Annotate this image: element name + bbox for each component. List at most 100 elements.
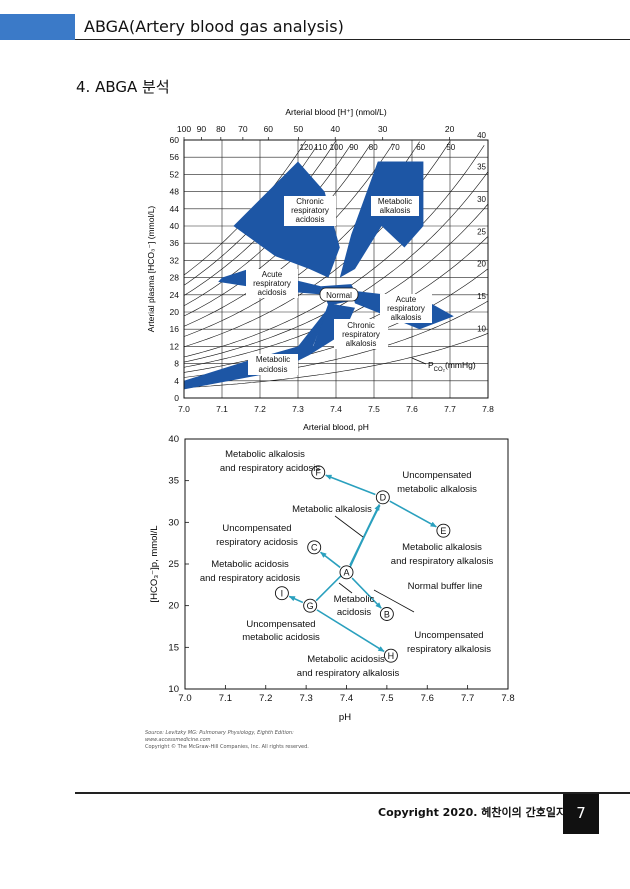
nomogram-y-tick: 12 bbox=[170, 341, 180, 351]
pco2-isopleth-label: 80 bbox=[369, 143, 378, 152]
acute-resp-acidosis-l1: Acute bbox=[262, 270, 283, 279]
nomogram-y-tick: 32 bbox=[170, 255, 180, 265]
arrow-a-to-b bbox=[351, 577, 382, 609]
metabolic-acidosis-l1: Metabolic bbox=[256, 355, 290, 364]
point-e-marker bbox=[436, 523, 451, 538]
header-rule bbox=[75, 39, 630, 40]
nomogram-y-tick: 60 bbox=[170, 135, 180, 145]
label-box-metabolic-alkalosis bbox=[371, 196, 419, 216]
nomogram-top-tick: 20 bbox=[445, 124, 455, 134]
annot-f-line1: Metabolic alkalosis bbox=[225, 449, 305, 460]
davenport-x-tick: 7.0 bbox=[178, 693, 191, 704]
pco2-axis-label: PCO₂(mmHg) bbox=[428, 360, 476, 373]
chronic-resp-alkalosis-l1: Chronic bbox=[347, 321, 375, 330]
nomogram-x-tick: 7.4 bbox=[330, 404, 342, 414]
pco2-isopleth-label: 90 bbox=[349, 143, 358, 152]
annot-macid-line2: acidosis bbox=[337, 607, 372, 618]
arrow-a-to-d-head bbox=[374, 503, 380, 511]
davenport-y-tick: 10 bbox=[168, 684, 179, 695]
annot-c-line2: respiratory acidosis bbox=[216, 537, 298, 548]
point-b-label: B bbox=[384, 609, 390, 619]
source-line-1: Source: Levitzky MG: Pulmonary Physiolog… bbox=[145, 730, 294, 736]
nomogram-top-tick: 30 bbox=[378, 124, 388, 134]
nomogram-top-title: Arterial blood [H⁺] (nmol/L) bbox=[285, 107, 386, 117]
label-box-normal bbox=[319, 287, 359, 302]
point-b-marker bbox=[379, 607, 394, 621]
nomogram-y-tick: 40 bbox=[170, 221, 180, 231]
label-box-metabolic-acidosis bbox=[248, 354, 298, 375]
nomogram-frame bbox=[183, 139, 489, 399]
chronic-resp-acidosis-l1: Chronic bbox=[296, 197, 324, 206]
point-i-label: I bbox=[281, 588, 284, 598]
davenport-y-tick: 25 bbox=[168, 559, 179, 570]
nomogram-x-tick: 7.6 bbox=[406, 404, 418, 414]
nomogram-x-tick: 7.7 bbox=[444, 404, 456, 414]
nomogram-x-tick: 7.0 bbox=[178, 404, 190, 414]
davenport-x-tick: 7.2 bbox=[259, 693, 272, 704]
pco2-label-arrow bbox=[411, 357, 427, 365]
acute-resp-acidosis-l3: acidosis bbox=[258, 288, 287, 297]
annot-b-line2: respiratory alkalosis bbox=[407, 644, 491, 655]
arrow-d-to-e-head bbox=[430, 521, 437, 528]
nomogram-top-tick: 40 bbox=[330, 124, 340, 134]
pointer-metabolic-alkalosis bbox=[334, 515, 364, 538]
nomogram-x-tick: 7.3 bbox=[292, 404, 304, 414]
davenport-x-tick: 7.4 bbox=[340, 693, 353, 704]
nomogram-y-tick: 28 bbox=[170, 273, 180, 283]
davenport-diagram: 7.0 7.1 7.2 7.3 7.4 7.5 7.6 7.7 7.8 10 15 20 25 30 35 4… bbox=[149, 434, 515, 723]
davenport-y-tick: 35 bbox=[168, 476, 179, 487]
annot-g-line1: Uncompensated bbox=[246, 619, 315, 630]
acid-base-nomogram: 7.0 7.1 7.2 7.3 7.4 7.5 7.6 7.7 7.80481216202428… bbox=[146, 107, 494, 432]
nomogram-y-title: Arterial plasma [HCO₃⁻] (mmol/L) bbox=[146, 206, 156, 333]
pco2-isopleth-label: 15 bbox=[477, 292, 486, 301]
header-accent-bar bbox=[0, 14, 75, 40]
davenport-x-tick: 7.5 bbox=[380, 693, 393, 704]
pco2-isopleth-label: 30 bbox=[477, 195, 486, 204]
page-number: 7 bbox=[563, 794, 599, 834]
nomogram-x-title: Arterial blood, pH bbox=[303, 422, 369, 432]
acute-resp-alkalosis-l3: alkalosis bbox=[391, 313, 422, 322]
annot-metabolic-alkalosis: Metabolic alkalosis bbox=[292, 504, 372, 515]
pco2-isopleth-label: 110 bbox=[314, 143, 327, 152]
point-d-marker bbox=[375, 490, 390, 505]
davenport-x-tick: 7.7 bbox=[461, 693, 474, 704]
acute-resp-alkalosis-l2: respiratory bbox=[387, 304, 425, 313]
pco2-isopleth-label: 20 bbox=[477, 260, 486, 269]
region-metabolic-alkalosis bbox=[339, 161, 424, 278]
arrow-d-to-f-head bbox=[325, 474, 333, 480]
metabolic-acidosis-l2: acidosis bbox=[259, 365, 288, 374]
annot-normal-buffer-line: Normal buffer line bbox=[408, 581, 483, 592]
arrow-d-to-e bbox=[389, 500, 437, 528]
region-metabolic-acidosis bbox=[184, 307, 329, 390]
davenport-y-tick: 30 bbox=[168, 517, 179, 528]
point-e-label: E bbox=[440, 526, 446, 536]
point-h-label: H bbox=[388, 651, 395, 661]
nomogram-y-tick: 8 bbox=[174, 359, 179, 369]
normal-buffer-line bbox=[315, 504, 381, 602]
section-title: 4. ABGA 분석 bbox=[76, 78, 170, 96]
nomogram-y-tick: 0 bbox=[174, 393, 179, 403]
davenport-x-tick: 7.6 bbox=[421, 693, 434, 704]
pco2-isopleth-label: 10 bbox=[477, 324, 486, 333]
page-title: ABGA(Artery blood gas analysis) bbox=[84, 17, 344, 36]
label-box-acute-resp-acidosis bbox=[246, 269, 298, 298]
point-g-marker bbox=[303, 598, 318, 613]
chronic-resp-alkalosis-l2: respiratory bbox=[342, 330, 380, 339]
arrow-g-to-h-head bbox=[377, 646, 385, 652]
point-d-label: D bbox=[380, 493, 387, 503]
point-h-marker bbox=[383, 648, 398, 663]
nomogram-top-tick: 60 bbox=[264, 124, 274, 134]
pco2-isopleth-label: 40 bbox=[477, 131, 486, 140]
pco2-label-sub: CO₂ bbox=[434, 367, 446, 373]
point-f-label: F bbox=[315, 468, 321, 478]
pco2-isopleth-label: 60 bbox=[416, 143, 425, 152]
point-g-label: G bbox=[307, 601, 314, 611]
label-box-acute-resp-alkalosis bbox=[380, 294, 432, 323]
nomogram-top-tick: 70 bbox=[238, 124, 248, 134]
davenport-x-tick: 7.1 bbox=[219, 693, 232, 704]
arrow-a-to-c-head bbox=[320, 551, 327, 558]
acute-resp-alkalosis-l1: Acute bbox=[396, 295, 417, 304]
davenport-x-tick: 7.8 bbox=[501, 693, 514, 704]
pointer-normal-buffer-line bbox=[373, 589, 415, 613]
annot-h-line1: Metabolic acidosis bbox=[307, 654, 385, 665]
